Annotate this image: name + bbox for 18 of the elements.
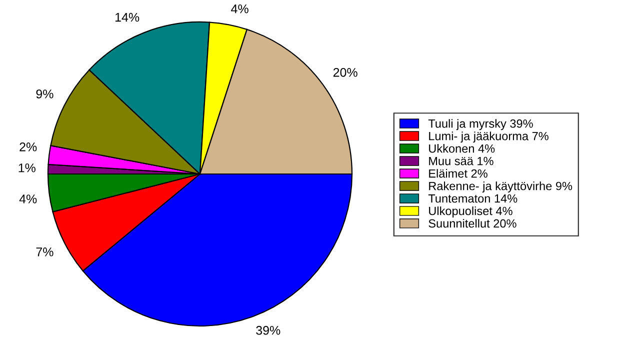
- legend-label: Tuntematon 14%: [428, 194, 518, 203]
- legend-label: Ulkopuoliset 4%: [429, 206, 512, 218]
- data-label: 2%: [20, 142, 37, 152]
- legend-label: Rakenne- ja käyttövirhe 9%: [429, 182, 572, 193]
- legend-label: Ukkonen 4%: [429, 144, 495, 153]
- data-label: 4%: [231, 4, 248, 14]
- legend-label: Lumi- ja jääkuorma 7%: [429, 132, 548, 143]
- legend-label: Suunnitellut 20%: [428, 218, 516, 228]
- data-label: 20%: [333, 68, 358, 77]
- legend-label: Tuuli ja myrsky 39%: [428, 119, 533, 130]
- data-label: 7%: [36, 248, 54, 256]
- data-label: 14%: [116, 12, 140, 22]
- data-label: 39%: [256, 326, 280, 335]
- data-label: 9%: [36, 90, 54, 98]
- legend-label: Muu sää 1%: [429, 156, 494, 166]
- legend-label: Eläimet 2%: [429, 169, 488, 178]
- data-label: 1%: [18, 164, 36, 172]
- data-label: 4%: [19, 194, 37, 204]
